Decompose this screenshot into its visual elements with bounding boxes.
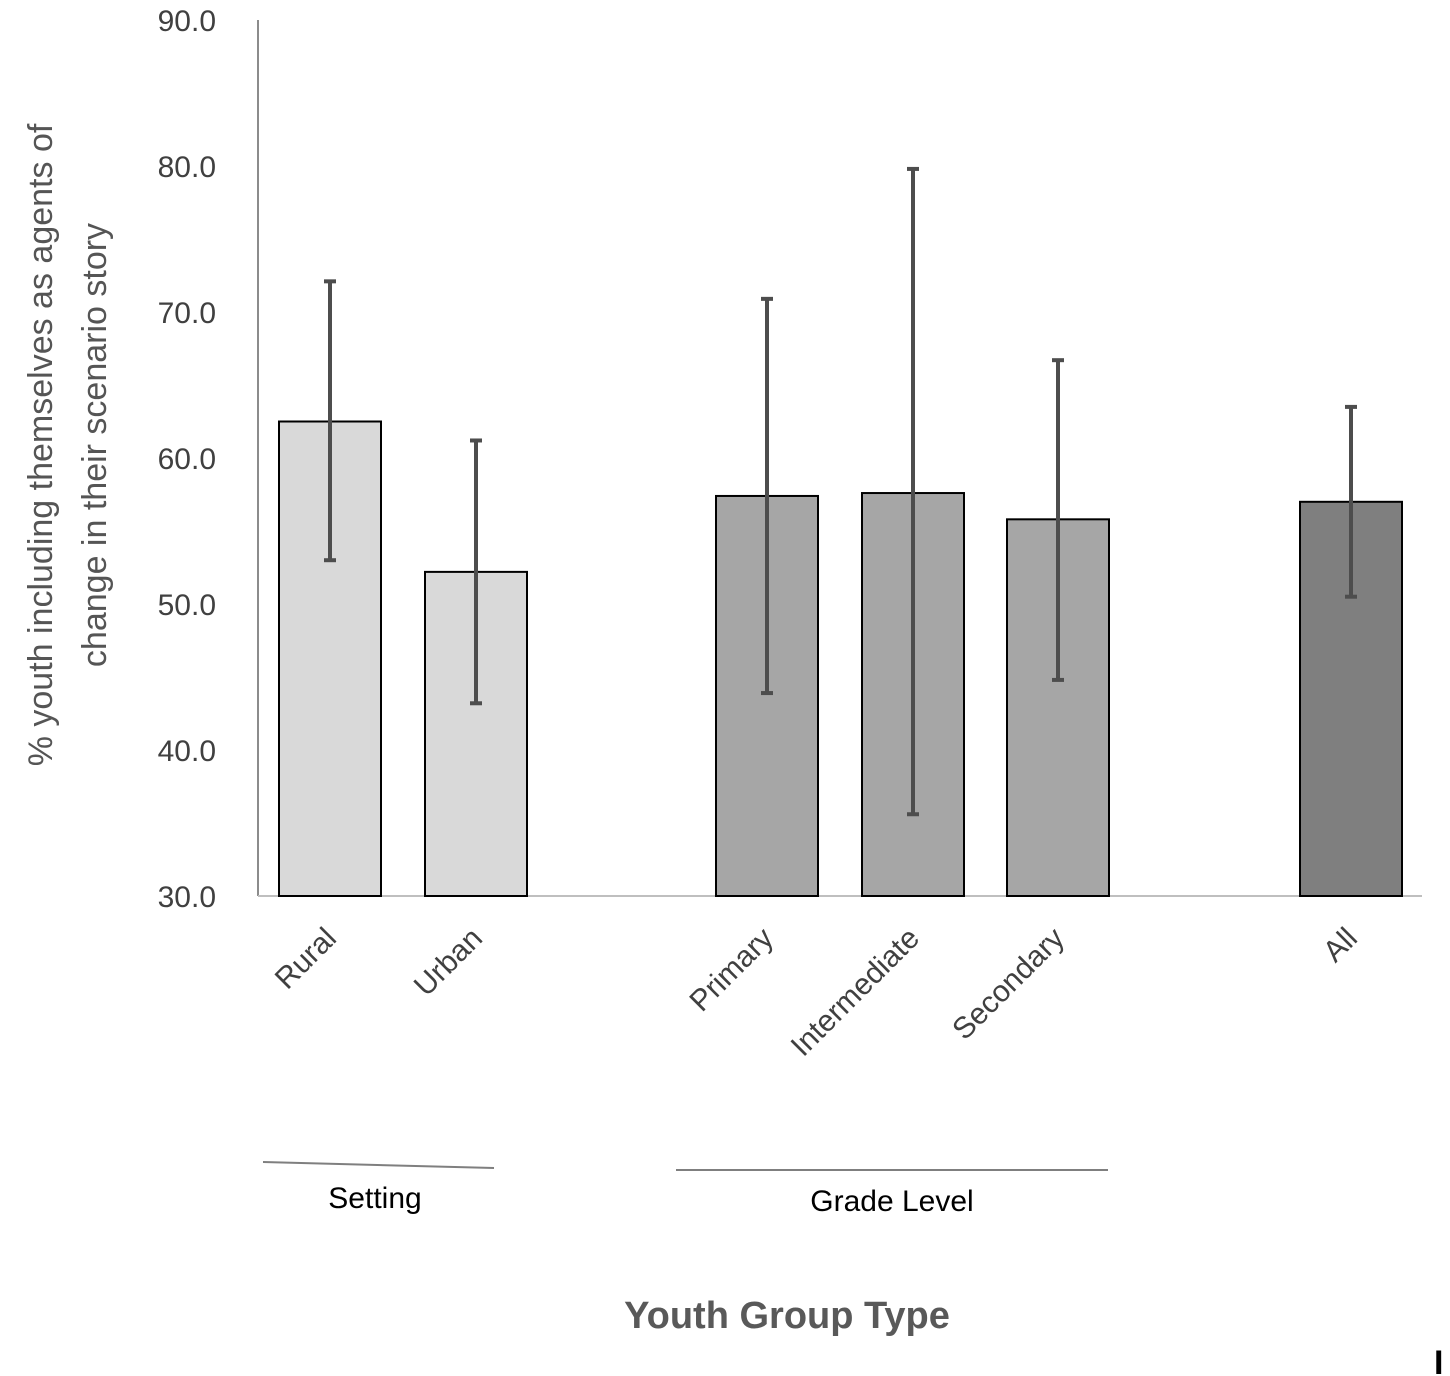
category-label-secondary: Secondary: [946, 922, 1071, 1047]
y-tick-label-40-0: 40.0: [158, 735, 216, 768]
y-axis-ticks: 30.0 40.0 50.0 60.0 70.0 80.0 90.0: [158, 5, 216, 914]
error-bar-intermediate: [907, 166, 919, 817]
y-tick-label-60-0: 60.0: [158, 443, 216, 476]
y-tick-label-70-0: 70.0: [158, 297, 216, 330]
y-tick-label-50-0: 50.0: [158, 589, 216, 622]
group-label-grade-level: Grade Level: [810, 1185, 973, 1218]
x-axis-title: Youth Group Type: [624, 1295, 950, 1337]
y-tick-label-80-0: 80.0: [158, 151, 216, 184]
y-tick-label-30-0: 30.0: [158, 881, 216, 914]
category-label-all: All: [1317, 922, 1364, 969]
category-label-intermediate: Intermediate: [785, 922, 926, 1063]
group-line-setting: [262, 1161, 495, 1169]
category-label-primary: Primary: [684, 922, 780, 1018]
error-bars-layer: [324, 166, 1357, 817]
error-bar-secondary: [1052, 358, 1064, 682]
bars-layer: [278, 420, 1403, 897]
group-label-setting: Setting: [328, 1182, 421, 1215]
error-bar-all: [1345, 404, 1357, 599]
error-bar-urban: [470, 438, 482, 706]
y-axis-title-line-2: change in their scenario story: [76, 223, 114, 667]
error-bar-primary: [761, 296, 773, 696]
y-axis-title-line-1: % youth including themselves as agents o…: [22, 123, 60, 766]
category-label-rural: Rural: [269, 922, 343, 996]
y-tick-label-90-0: 90.0: [158, 5, 216, 38]
corner-mark: I: [1434, 1344, 1443, 1376]
error-bar-rural: [324, 279, 336, 563]
category-labels: Rural Urban Primary Intermediate Secondary Al…: [269, 922, 1364, 1063]
category-label-urban: Urban: [408, 922, 489, 1003]
